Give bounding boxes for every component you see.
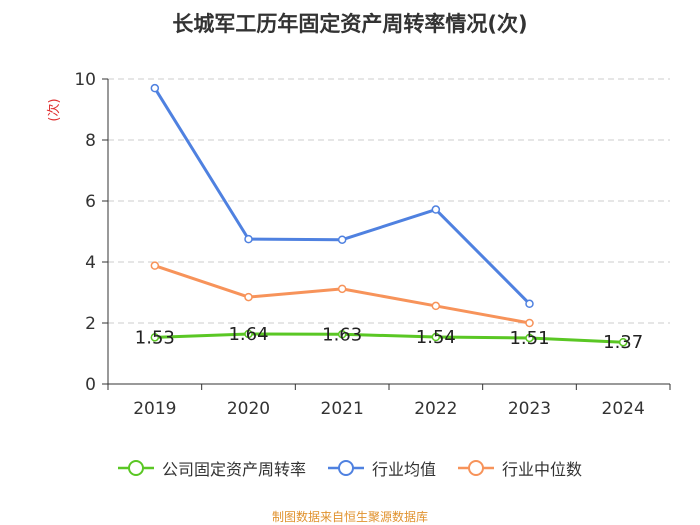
chart-title: 长城军工历年固定资产周转率情况(次) [172,12,528,36]
y-tick-label: 10 [74,70,96,90]
legend-swatch [327,460,364,476]
y-tick-label: 6 [85,192,96,212]
legend-swatch [117,460,154,476]
y-axis-label: (次) [46,98,62,121]
data-point [244,292,253,302]
legend-label: 公司固定资产周转率 [161,460,306,479]
data-point [337,235,347,244]
data-point [431,205,441,214]
data-point [244,329,253,339]
data-point [244,234,253,244]
x-tick-label: 2024 [602,399,645,419]
x-tick-label: 2019 [133,399,176,419]
data-label: 1.63 [322,324,362,345]
data-label: 1.54 [416,327,456,348]
data-label: 1.51 [509,328,549,349]
source-note: 制图数据来自恒生聚源数据库 [271,510,428,524]
legend-label: 行业中位数 [502,460,583,479]
legend-label: 行业均值 [371,460,436,479]
legend-item[interactable]: 公司固定资产周转率 [117,456,306,480]
y-tick-label: 0 [85,375,96,395]
x-tick-label: 2022 [414,399,457,419]
legend-item[interactable]: 行业中位数 [458,456,582,480]
series-line-2 [154,264,530,325]
data-label: 1.53 [135,327,175,348]
data-point [431,332,441,342]
data-point [525,299,534,309]
data-label: 1.64 [228,324,268,345]
data-label: 1.37 [603,332,643,353]
data-point [150,333,160,342]
data-point [525,333,534,343]
data-point [337,330,347,339]
series-line-1 [153,87,531,305]
chart-legend: 公司固定资产周转率 行业均值 行业中位数 [0,456,700,480]
data-point [525,318,534,328]
legend-swatch [458,460,494,476]
legend-item[interactable]: 行业均值 [327,456,436,480]
data-point [431,301,441,311]
x-tick-label: 2023 [508,399,551,419]
series-line-0 [154,332,624,344]
data-point [150,261,160,270]
y-tick-label: 8 [85,131,96,151]
x-tick-label: 2020 [227,399,270,419]
data-point [618,337,628,347]
x-tick-label: 2021 [321,399,364,419]
data-point [150,83,160,93]
data-point [337,284,347,294]
y-tick-label: 2 [85,314,96,334]
y-tick-label: 4 [85,253,96,273]
